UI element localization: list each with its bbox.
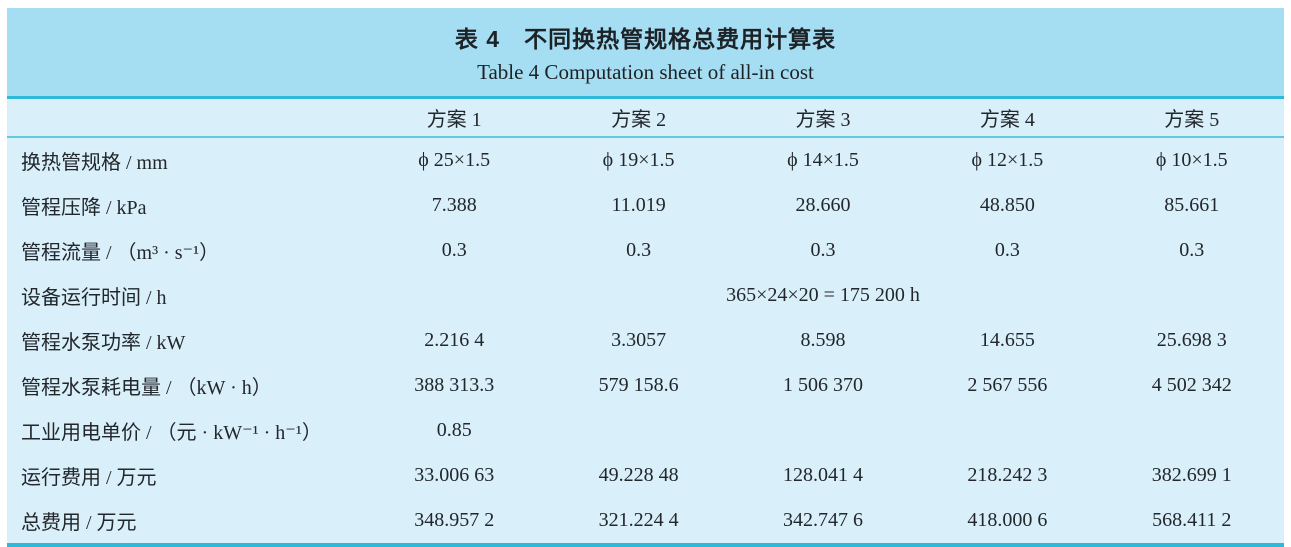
- row-label: 管程水泵耗电量 / （kW · h）: [21, 377, 272, 399]
- header-scheme-5: 方案 5: [1099, 99, 1284, 138]
- cell: 28.660: [795, 194, 851, 216]
- cell: 85.661: [1164, 194, 1220, 216]
- header-row: 方案 1 方案 2 方案 3 方案 4 方案 5: [7, 99, 1284, 138]
- cell: 2.216 4: [424, 329, 485, 351]
- cell: ϕ 25×1.5: [418, 149, 491, 171]
- cell: 348.957 2: [414, 509, 495, 531]
- cell: 11.019: [611, 194, 666, 216]
- cell: ϕ 19×1.5: [602, 149, 675, 171]
- cell: 388 313.3: [414, 374, 495, 396]
- cell: 25.698 3: [1156, 329, 1227, 351]
- cell: [915, 408, 1099, 453]
- cell: 0.3: [1179, 239, 1205, 261]
- row-label: 换热管规格 / mm: [21, 152, 168, 174]
- table-row: 管程压降 / kPa 7.388 11.019 28.660 48.850 85…: [7, 183, 1284, 228]
- row-label: 工业用电单价 / （元 · kW⁻¹ · h⁻¹）: [21, 422, 322, 444]
- cell: 321.224 4: [598, 509, 679, 531]
- cell: 418.000 6: [967, 509, 1048, 531]
- header-scheme-1: 方案 1: [362, 99, 547, 138]
- cell: ϕ 12×1.5: [971, 149, 1044, 171]
- cell: [1100, 408, 1284, 453]
- cell: 49.228 48: [598, 464, 679, 486]
- cell: 0.3: [810, 239, 836, 261]
- cell: 8.598: [800, 329, 846, 351]
- cell: 0.85: [436, 419, 472, 441]
- cell: 382.699 1: [1151, 464, 1232, 486]
- cell: 33.006 63: [414, 464, 495, 486]
- cell: 0.3: [626, 239, 652, 261]
- cell-span: 365×24×20 = 175 200 h: [726, 284, 920, 306]
- cell: 48.850: [979, 194, 1035, 216]
- cell: 7.388: [431, 194, 477, 216]
- table-title-en: Table 4 Computation sheet of all-in cost: [477, 59, 814, 84]
- cost-table-wrapper: 方案 1 方案 2 方案 3 方案 4 方案 5 换热管规格 / mm ϕ 25…: [7, 96, 1284, 547]
- table-row: 换热管规格 / mm ϕ 25×1.5 ϕ 19×1.5 ϕ 14×1.5 ϕ …: [7, 137, 1284, 183]
- table-row: 总费用 / 万元 348.957 2 321.224 4 342.747 6 4…: [7, 498, 1284, 543]
- table-title-band: 表 4 不同换热管规格总费用计算表 Table 4 Computation sh…: [7, 8, 1284, 96]
- table-row: 运行费用 / 万元 33.006 63 49.228 48 128.041 4 …: [7, 453, 1284, 498]
- cell: 218.242 3: [967, 464, 1048, 486]
- cell: ϕ 14×1.5: [787, 149, 859, 171]
- header-empty-cell: [7, 99, 362, 138]
- cell: 4 502 342: [1151, 374, 1232, 396]
- row-label: 运行费用 / 万元: [21, 467, 157, 489]
- cell: 3.3057: [611, 329, 667, 351]
- cell: [546, 408, 730, 453]
- table-title-zh: 表 4 不同换热管规格总费用计算表: [454, 25, 837, 52]
- row-label: 设备运行时间 / h: [21, 287, 167, 309]
- cell: 0.3: [441, 239, 467, 261]
- table-row: 设备运行时间 / h 365×24×20 = 175 200 h: [7, 273, 1284, 318]
- table-row: 管程水泵功率 / kW 2.216 4 3.3057 8.598 14.655 …: [7, 318, 1284, 363]
- cell: [731, 408, 915, 453]
- cell: ϕ 10×1.5: [1155, 149, 1228, 171]
- table-row: 工业用电单价 / （元 · kW⁻¹ · h⁻¹） 0.85: [7, 408, 1284, 453]
- cell: 579 158.6: [598, 374, 679, 396]
- header-scheme-3: 方案 3: [730, 99, 916, 138]
- cell: 128.041 4: [782, 464, 863, 486]
- row-label: 管程流量 / （m³ · s⁻¹）: [21, 242, 220, 264]
- cell: 0.3: [994, 239, 1020, 261]
- cell: 14.655: [979, 329, 1035, 351]
- cell: 2 567 556: [967, 374, 1048, 396]
- cell: 568.411 2: [1152, 509, 1232, 531]
- cost-table: 方案 1 方案 2 方案 3 方案 4 方案 5 换热管规格 / mm ϕ 25…: [7, 99, 1284, 543]
- cell: 342.747 6: [782, 509, 863, 531]
- header-scheme-2: 方案 2: [546, 99, 731, 138]
- row-label: 管程水泵功率 / kW: [21, 332, 186, 354]
- table-row: 管程流量 / （m³ · s⁻¹） 0.3 0.3 0.3 0.3 0.3: [7, 228, 1284, 273]
- cell: 1 506 370: [782, 374, 863, 396]
- header-scheme-4: 方案 4: [915, 99, 1100, 138]
- row-label: 管程压降 / kPa: [21, 197, 147, 219]
- row-label: 总费用 / 万元: [21, 512, 137, 534]
- table-row: 管程水泵耗电量 / （kW · h） 388 313.3 579 158.6 1…: [7, 363, 1284, 408]
